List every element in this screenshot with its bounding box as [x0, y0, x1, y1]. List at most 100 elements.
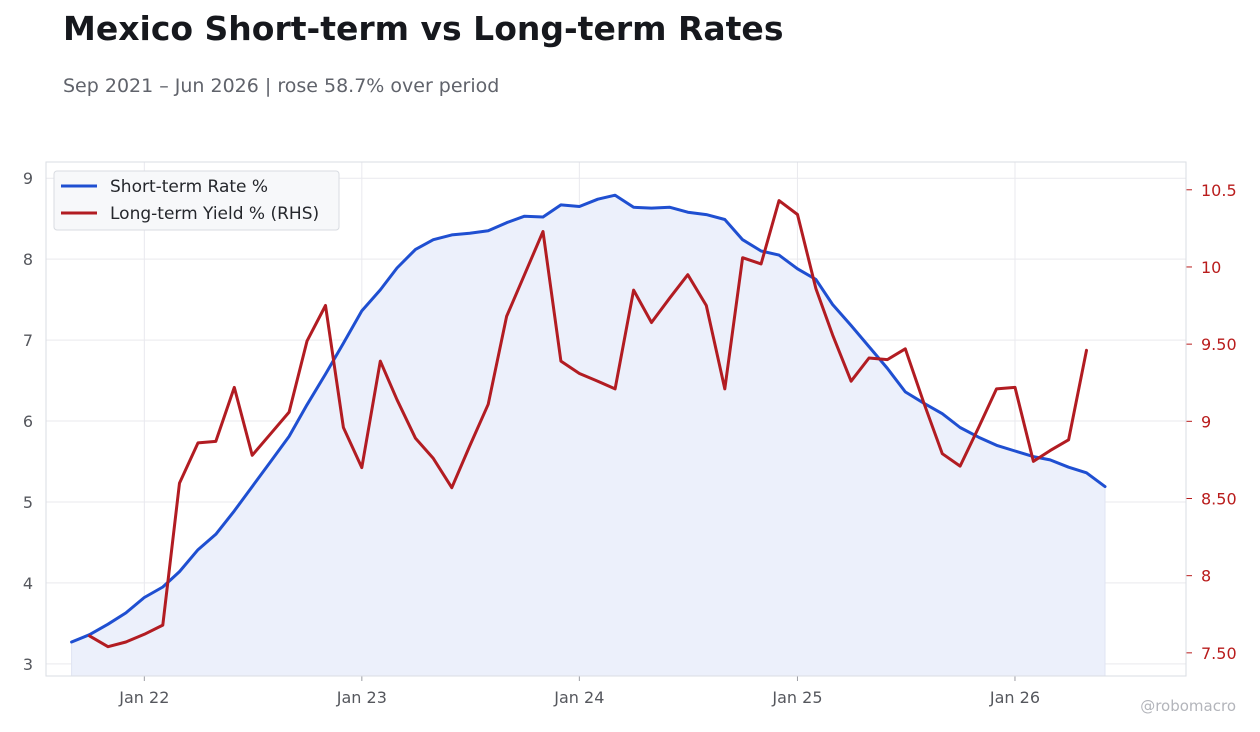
series-1-point-38 [777, 199, 781, 203]
legend-label-short-term: Short-term Rate % [110, 177, 268, 197]
series-1-point-0 [88, 634, 92, 638]
plot-frame [45, 161, 1187, 677]
tick-left-6: 9 [23, 169, 33, 188]
series-1-point-21 [468, 444, 472, 448]
series-1-point-18 [414, 436, 418, 440]
series-1-point-50 [995, 387, 999, 391]
series-1-point-16 [378, 359, 382, 363]
series-1-point-46 [922, 401, 926, 405]
series-1-point-41 [831, 333, 835, 337]
series-1-point-1 [106, 645, 110, 649]
series-0-point-26 [541, 215, 545, 219]
series-0-point-2 [106, 622, 110, 626]
series-1-point-45 [903, 347, 907, 351]
series-1-point-2 [124, 640, 128, 644]
series-1-point-36 [741, 256, 745, 260]
series-1-point-11 [287, 410, 291, 414]
series-1-point-23 [505, 314, 509, 318]
series-1-point-52 [1031, 459, 1035, 463]
series-1-point-47 [940, 452, 944, 456]
series-0-point-52 [1013, 449, 1017, 453]
tick-left-4: 7 [23, 331, 33, 350]
series-1-point-9 [250, 453, 254, 457]
series-1-point-7 [214, 439, 218, 443]
series-1-point-19 [431, 456, 435, 460]
series-1-point-6 [196, 441, 200, 445]
series-1-point-39 [796, 213, 800, 217]
series-1-point-53 [1048, 449, 1052, 453]
series-1-point-31 [650, 321, 654, 325]
series-1-point-49 [977, 426, 981, 430]
series-1-point-10 [269, 432, 273, 436]
series-0-point-33 [668, 205, 672, 209]
series-0-point-46 [903, 390, 907, 394]
series-1-point-44 [885, 358, 889, 362]
series-1-point-43 [867, 356, 871, 360]
series-0-point-57 [1103, 485, 1107, 489]
series-1-point-15 [360, 466, 364, 470]
series-0-point-24 [505, 221, 509, 225]
series-0-point-28 [577, 205, 581, 209]
tick-right-5: 10 [1201, 258, 1221, 277]
series-0-point-54 [1048, 458, 1052, 462]
tick-layer: 3 4 5 6 7 8 9 7.50 8 8.50 9 9.50 10 10.5 Jan 22 Jan 23 J… [23, 169, 1237, 707]
series-0-point-56 [1085, 471, 1089, 475]
series-0-point-48 [940, 412, 944, 416]
tick-x-1: Jan 23 [336, 688, 387, 707]
tick-right-6: 10.5 [1201, 181, 1237, 200]
series-1-point-8 [232, 385, 236, 389]
series-area-0 [71, 194, 1106, 677]
series-0-point-6 [178, 570, 182, 574]
series-1-point-14 [341, 426, 345, 430]
series-1-point-28 [596, 379, 600, 383]
series-0-point-18 [395, 266, 399, 270]
series-0-point-34 [686, 210, 690, 214]
series-0-point-8 [214, 532, 218, 536]
series-1-point-4 [161, 623, 165, 627]
series-0-point-27 [559, 203, 563, 207]
series-0-point-39 [777, 253, 781, 257]
tick-left-3: 6 [23, 412, 33, 431]
series-0-point-21 [450, 233, 454, 237]
series-0-point-42 [831, 303, 835, 307]
area-layer [71, 194, 1106, 677]
series-line-0 [70, 193, 1107, 644]
series-0-point-14 [324, 372, 328, 376]
series-0-point-12 [287, 434, 291, 438]
series-line-1 [88, 199, 1088, 649]
series-1-point-29 [613, 387, 617, 391]
series-0-point-44 [867, 345, 871, 349]
tick-right-0: 7.50 [1201, 644, 1237, 663]
series-1-point-20 [450, 486, 454, 490]
series-1-point-51 [1013, 385, 1017, 389]
series-1-point-54 [1067, 438, 1071, 442]
tick-left-0: 3 [23, 655, 33, 674]
series-1-point-22 [486, 402, 490, 406]
series-1-point-30 [632, 288, 636, 292]
series-1-point-33 [686, 273, 690, 277]
tick-left-2: 5 [23, 493, 33, 512]
series-0-point-49 [958, 426, 962, 430]
chart-subtitle: Sep 2021 – Jun 2026 | rose 58.7% over pe… [63, 75, 499, 97]
series-0-point-31 [632, 205, 636, 209]
series-0-point-9 [232, 509, 236, 513]
series-1-point-17 [395, 398, 399, 402]
series-0-point-13 [305, 403, 309, 407]
tick-left-5: 8 [23, 250, 33, 269]
series-0-point-11 [269, 460, 273, 464]
chart-title: Mexico Short-term vs Long-term Rates [63, 9, 783, 48]
series-1-point-34 [704, 304, 708, 308]
series-1-point-3 [142, 632, 146, 636]
series-0-point-29 [596, 197, 600, 201]
series-0-point-22 [468, 231, 472, 235]
line-layer [70, 193, 1107, 649]
tick-right-3: 9 [1201, 412, 1211, 431]
tick-x-4: Jan 26 [989, 688, 1040, 707]
series-0-point-23 [486, 229, 490, 233]
tick-x-3: Jan 25 [771, 688, 822, 707]
series-1-point-55 [1085, 348, 1089, 352]
series-0-point-0 [70, 640, 74, 644]
series-0-point-35 [704, 213, 708, 217]
